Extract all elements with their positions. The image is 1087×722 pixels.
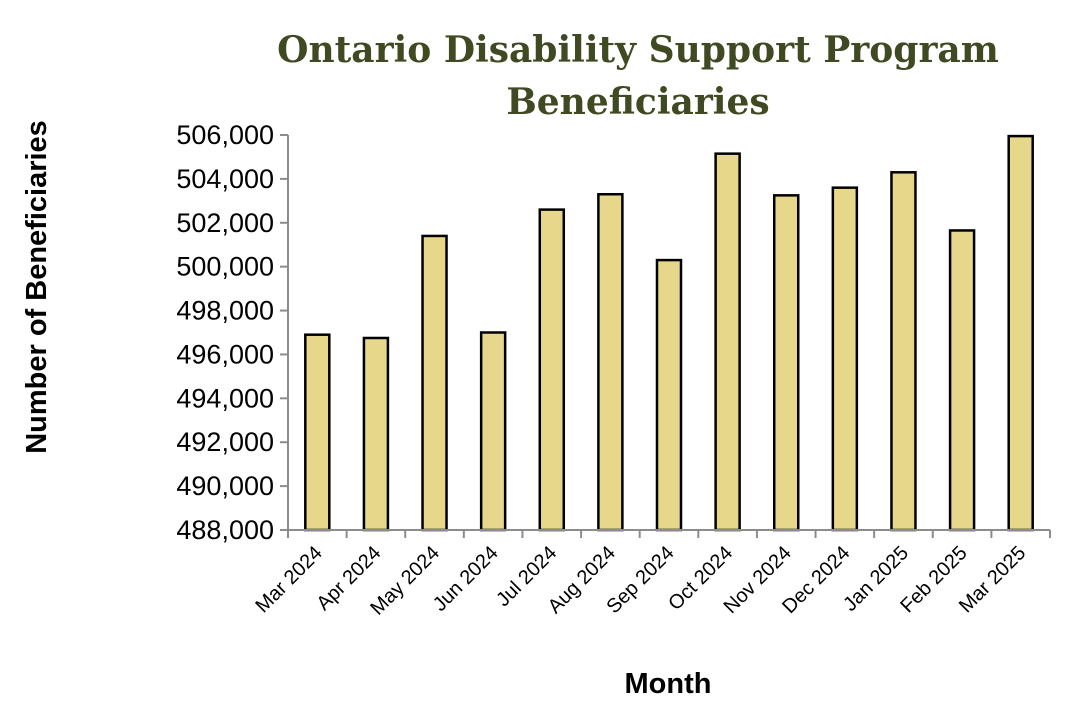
y-tick-label: 500,000: [176, 252, 274, 282]
bar-apr-2024: [362, 336, 390, 532]
x-axis-title: Month: [625, 668, 712, 700]
y-tick-label: 498,000: [176, 296, 274, 326]
bars: [304, 134, 1034, 532]
chart-title-line-1: Ontario Disability Support Program: [277, 29, 999, 71]
bar-jan-2025: [890, 171, 917, 532]
y-tick-label: 492,000: [176, 427, 274, 457]
y-tick-label: 504,000: [176, 164, 274, 194]
chart-title-line-2: Beneficiaries: [506, 81, 769, 123]
y-axis: 506,000 504,000 502,000 500,000 498,000 496,0…: [176, 120, 288, 545]
bar-feb-2025: [948, 229, 976, 532]
bar-jun-2024: [479, 331, 507, 532]
bar-nov-2024: [772, 194, 800, 532]
y-axis-title: Number of Beneficiaries: [21, 120, 53, 454]
y-tick-label: 488,000: [176, 515, 274, 545]
bar-oct-2024: [714, 152, 741, 532]
bar-jul-2024: [538, 208, 566, 532]
bar-mar-2024: [304, 333, 331, 532]
x-tick-label: Jun 2024: [429, 542, 503, 616]
bar-dec-2024: [831, 186, 859, 532]
y-tick-label: 502,000: [176, 208, 274, 238]
bar-mar-2025: [1007, 134, 1034, 532]
y-tick-label: 490,000: [176, 471, 274, 501]
x-tick-label: Mar 2024: [252, 542, 327, 617]
y-tick-label: 496,000: [176, 339, 274, 369]
bar-may-2024: [421, 234, 448, 532]
y-tick-label: 494,000: [176, 383, 274, 413]
y-tick-label: 506,000: [176, 120, 274, 150]
bar-aug-2024: [597, 193, 624, 532]
bar-sep-2024: [655, 258, 683, 532]
